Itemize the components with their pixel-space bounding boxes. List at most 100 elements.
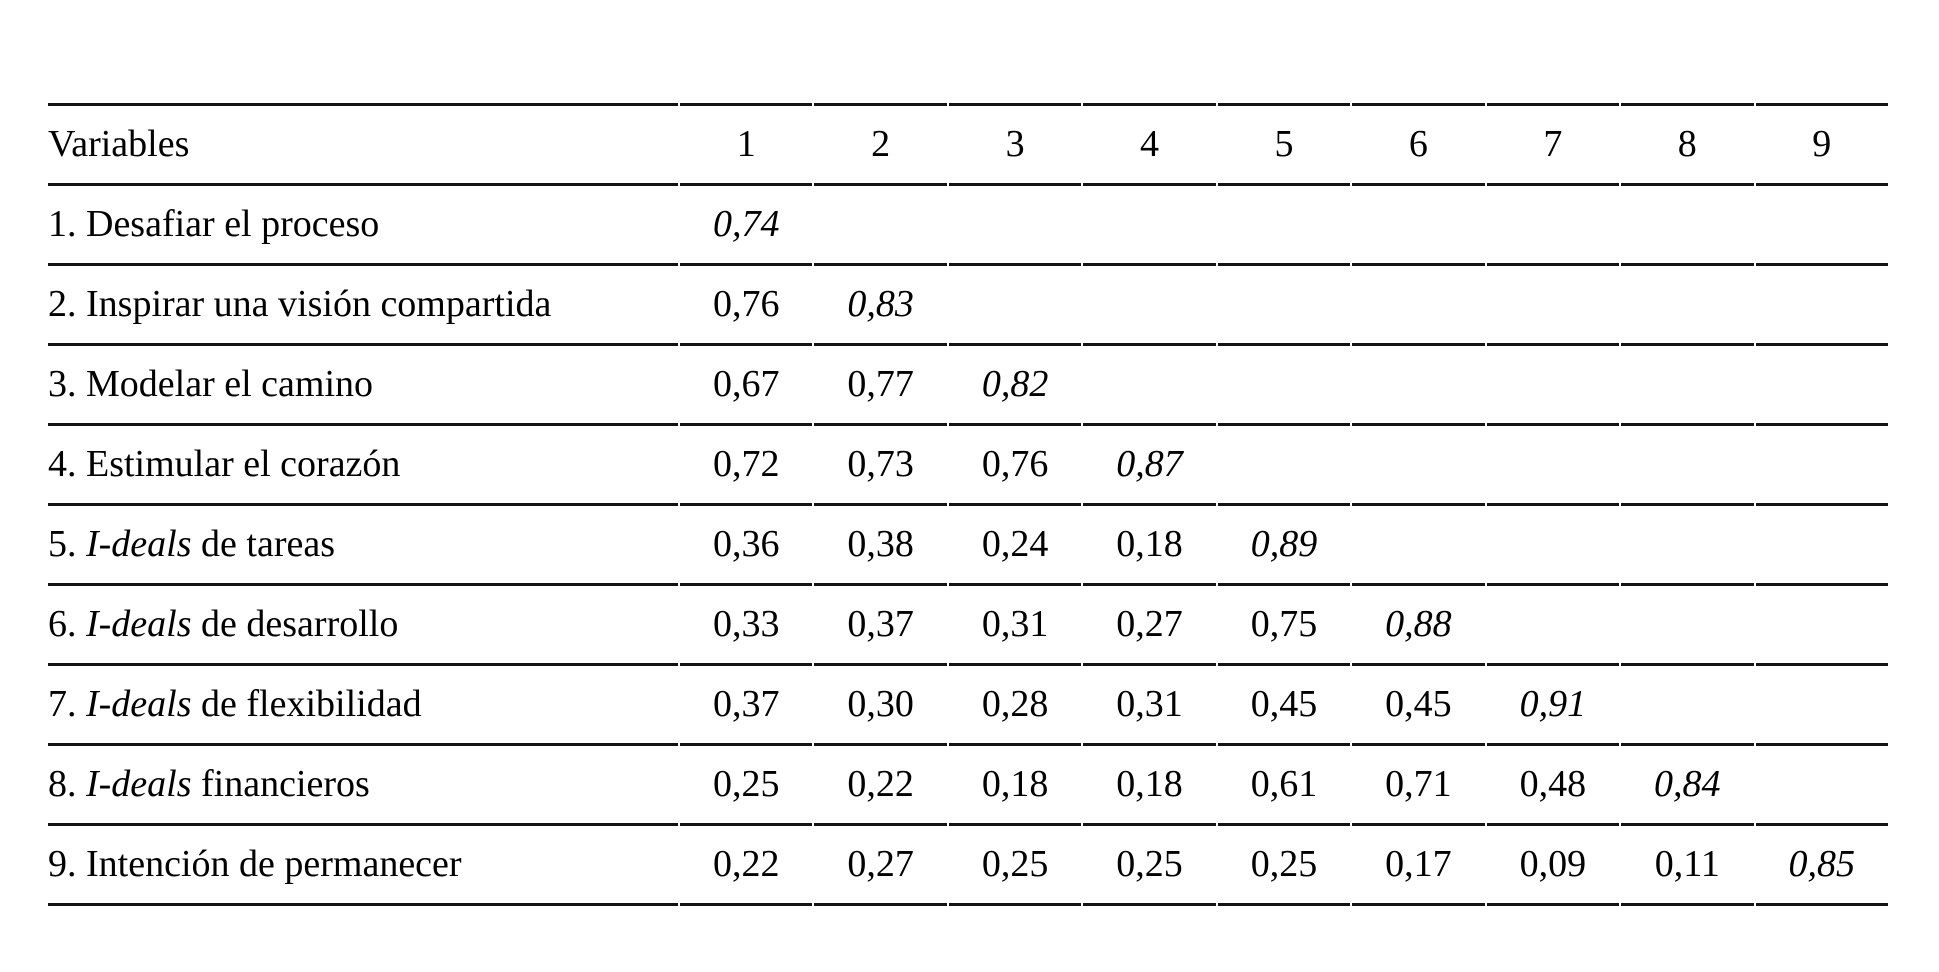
- empty-cell: [1352, 346, 1485, 426]
- empty-cell: [1352, 506, 1485, 586]
- correlation-cell: 0,17: [1352, 826, 1485, 906]
- column-header: 9: [1755, 103, 1888, 186]
- row-label: 5. I-deals de tareas: [48, 506, 678, 586]
- empty-cell: [1621, 666, 1754, 746]
- row-label-italic-term: I-deals: [86, 522, 192, 565]
- diagonal-reliability-cell: 0,74: [680, 186, 813, 266]
- row-label-text: 9. Intención de permanecer: [48, 842, 462, 885]
- correlation-cell: 0,76: [680, 266, 813, 346]
- correlation-cell: 0,25: [680, 746, 813, 826]
- row-label: 2. Inspirar una visión compartida: [48, 266, 678, 346]
- empty-cell: [1755, 746, 1888, 826]
- empty-cell: [1217, 346, 1351, 426]
- row-label-italic-term: I-deals: [86, 682, 192, 725]
- correlation-cell: 0,30: [814, 666, 947, 746]
- empty-cell: [1083, 346, 1216, 426]
- row-label-text: 5.: [48, 522, 86, 565]
- row-label-text: 1. Desafiar el proceso: [48, 202, 380, 245]
- correlation-cell: 0,33: [680, 586, 813, 666]
- empty-cell: [1755, 186, 1888, 266]
- correlation-cell: 0,31: [948, 586, 1082, 666]
- table-row: 2. Inspirar una visión compartida 0,76 0,8…: [48, 266, 1888, 346]
- correlation-cell: 0,77: [814, 346, 947, 426]
- correlation-cell: 0,31: [1083, 666, 1216, 746]
- correlation-cell: 0,45: [1217, 666, 1351, 746]
- column-header: 3: [948, 103, 1082, 186]
- column-header: 5: [1217, 103, 1351, 186]
- correlation-cell: 0,38: [814, 506, 947, 586]
- correlation-cell: 0,25: [948, 826, 1082, 906]
- column-header: 6: [1352, 103, 1485, 186]
- row-label-text: de flexibilidad: [191, 682, 422, 725]
- correlation-cell: 0,37: [814, 586, 947, 666]
- table-row: 1. Desafiar el proceso 0,74: [48, 186, 1888, 266]
- correlation-cell: 0,09: [1486, 826, 1620, 906]
- row-label-text: 7.: [48, 682, 86, 725]
- correlation-cell: 0,18: [948, 746, 1082, 826]
- table-row: 4. Estimular el corazón 0,72 0,73 0,76 0,87: [48, 426, 1888, 506]
- column-header: 8: [1621, 103, 1754, 186]
- correlation-cell: 0,72: [680, 426, 813, 506]
- empty-cell: [1755, 346, 1888, 426]
- empty-cell: [1621, 346, 1754, 426]
- column-header: 2: [814, 103, 947, 186]
- correlation-cell: 0,27: [1083, 586, 1216, 666]
- table-row: 7. I-deals de flexibilidad 0,37 0,30 0,28 0,…: [48, 666, 1888, 746]
- empty-cell: [1621, 506, 1754, 586]
- table-row: 5. I-deals de tareas 0,36 0,38 0,24 0,18 0,89: [48, 506, 1888, 586]
- row-label: 8. I-deals financieros: [48, 746, 678, 826]
- row-label-italic-term: I-deals: [86, 762, 192, 805]
- column-header: 1: [680, 103, 813, 186]
- empty-cell: [1486, 266, 1620, 346]
- column-header: 7: [1486, 103, 1620, 186]
- row-label-text: 4. Estimular el corazón: [48, 442, 401, 485]
- row-label: 1. Desafiar el proceso: [48, 186, 678, 266]
- correlation-cell: 0,45: [1352, 666, 1485, 746]
- empty-cell: [1621, 266, 1754, 346]
- correlation-cell: 0,22: [680, 826, 813, 906]
- variables-column-header: Variables: [48, 103, 678, 186]
- empty-cell: [1217, 186, 1351, 266]
- row-label: 4. Estimular el corazón: [48, 426, 678, 506]
- empty-cell: [1352, 426, 1485, 506]
- empty-cell: [1217, 426, 1351, 506]
- empty-cell: [1755, 426, 1888, 506]
- empty-cell: [1083, 186, 1216, 266]
- empty-cell: [1621, 186, 1754, 266]
- correlation-cell: 0,48: [1486, 746, 1620, 826]
- row-label: 9. Intención de permanecer: [48, 826, 678, 906]
- table-row: 9. Intención de permanecer 0,22 0,27 0,25 0,…: [48, 826, 1888, 906]
- empty-cell: [948, 186, 1082, 266]
- empty-cell: [948, 266, 1082, 346]
- diagonal-reliability-cell: 0,89: [1217, 506, 1351, 586]
- row-label-text: 2. Inspirar una visión compartida: [48, 282, 552, 325]
- row-label-text: 6.: [48, 602, 86, 645]
- row-label-text: 8.: [48, 762, 86, 805]
- empty-cell: [1083, 266, 1216, 346]
- empty-cell: [1352, 266, 1485, 346]
- empty-cell: [1755, 266, 1888, 346]
- empty-cell: [1486, 506, 1620, 586]
- empty-cell: [1486, 586, 1620, 666]
- table-row: 8. I-deals financieros 0,25 0,22 0,18 0,18 0,…: [48, 746, 1888, 826]
- correlation-cell: 0,18: [1083, 746, 1216, 826]
- row-label: 6. I-deals de desarrollo: [48, 586, 678, 666]
- diagonal-reliability-cell: 0,82: [948, 346, 1082, 426]
- diagonal-reliability-cell: 0,87: [1083, 426, 1216, 506]
- empty-cell: [1486, 186, 1620, 266]
- correlation-cell: 0,61: [1217, 746, 1351, 826]
- correlation-cell: 0,67: [680, 346, 813, 426]
- correlation-cell: 0,22: [814, 746, 947, 826]
- empty-cell: [1352, 186, 1485, 266]
- empty-cell: [1755, 586, 1888, 666]
- correlation-cell: 0,75: [1217, 586, 1351, 666]
- correlation-cell: 0,24: [948, 506, 1082, 586]
- row-label-text: 3. Modelar el camino: [48, 362, 374, 405]
- diagonal-reliability-cell: 0,88: [1352, 586, 1485, 666]
- row-label-text: financieros: [191, 762, 370, 805]
- correlation-cell: 0,71: [1352, 746, 1485, 826]
- empty-cell: [1217, 266, 1351, 346]
- diagonal-reliability-cell: 0,85: [1755, 826, 1888, 906]
- row-label-text: de tareas: [191, 522, 335, 565]
